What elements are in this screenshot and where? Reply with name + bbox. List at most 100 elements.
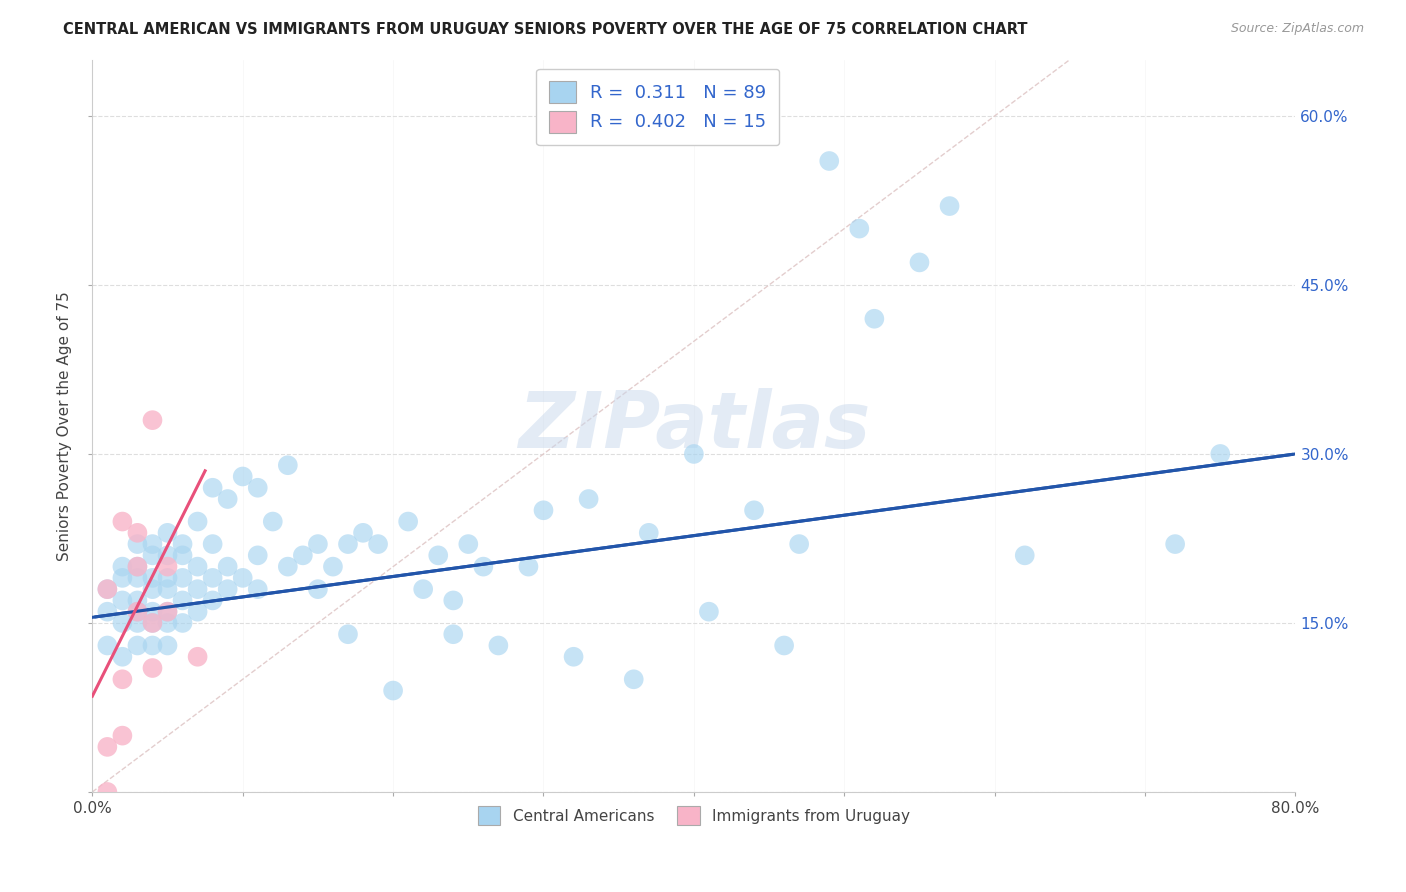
Point [111,559,134,574]
Point [322,559,344,574]
Point [637,525,659,540]
Point [141,537,163,551]
Point [1209,447,1232,461]
Point [172,549,194,563]
Point [863,311,886,326]
Point [232,571,254,585]
Point [848,221,870,235]
Legend: Central Americans, Immigrants from Uruguay: Central Americans, Immigrants from Urugu… [467,796,921,836]
Point [201,571,224,585]
Point [938,199,960,213]
Point [307,537,329,551]
Point [187,605,209,619]
Point [172,571,194,585]
Point [96,785,118,799]
Point [246,549,269,563]
Point [127,559,149,574]
Point [201,537,224,551]
Point [172,593,194,607]
Point [96,582,118,596]
Point [127,571,149,585]
Point [141,605,163,619]
Point [111,571,134,585]
Point [246,582,269,596]
Point [457,537,479,551]
Point [111,649,134,664]
Point [141,615,163,630]
Point [127,605,149,619]
Point [486,639,509,653]
Point [217,559,239,574]
Point [427,549,450,563]
Point [773,639,796,653]
Point [141,615,163,630]
Point [111,593,134,607]
Point [441,627,464,641]
Point [96,639,118,653]
Point [127,559,149,574]
Y-axis label: Seniors Poverty Over the Age of 75: Seniors Poverty Over the Age of 75 [58,291,72,561]
Point [141,549,163,563]
Point [337,627,360,641]
Point [217,491,239,506]
Point [1014,549,1036,563]
Point [96,739,118,754]
Point [307,582,329,596]
Point [262,515,284,529]
Point [141,582,163,596]
Point [412,582,434,596]
Point [111,615,134,630]
Point [141,413,163,427]
Point [683,447,706,461]
Point [187,559,209,574]
Point [141,571,163,585]
Point [156,605,179,619]
Point [96,582,118,596]
Point [337,537,360,551]
Point [232,469,254,483]
Point [156,639,179,653]
Point [156,525,179,540]
Point [277,458,299,473]
Point [623,673,645,687]
Point [472,559,495,574]
Point [217,582,239,596]
Point [172,537,194,551]
Point [517,559,540,574]
Point [818,153,841,168]
Point [156,582,179,596]
Point [352,525,374,540]
Point [111,515,134,529]
Point [291,549,314,563]
Point [127,525,149,540]
Text: CENTRAL AMERICAN VS IMMIGRANTS FROM URUGUAY SENIORS POVERTY OVER THE AGE OF 75 C: CENTRAL AMERICAN VS IMMIGRANTS FROM URUG… [63,22,1028,37]
Point [127,639,149,653]
Point [141,639,163,653]
Point [96,605,118,619]
Point [396,515,419,529]
Point [156,615,179,630]
Point [156,571,179,585]
Point [141,661,163,675]
Point [201,593,224,607]
Point [441,593,464,607]
Point [367,537,389,551]
Point [382,683,405,698]
Point [187,515,209,529]
Point [697,605,720,619]
Point [156,559,179,574]
Point [156,549,179,563]
Point [908,255,931,269]
Point [1164,537,1187,551]
Point [111,729,134,743]
Point [277,559,299,574]
Point [127,537,149,551]
Point [533,503,555,517]
Text: Source: ZipAtlas.com: Source: ZipAtlas.com [1230,22,1364,36]
Point [742,503,765,517]
Point [578,491,600,506]
Point [127,605,149,619]
Point [201,481,224,495]
Point [156,605,179,619]
Point [187,649,209,664]
